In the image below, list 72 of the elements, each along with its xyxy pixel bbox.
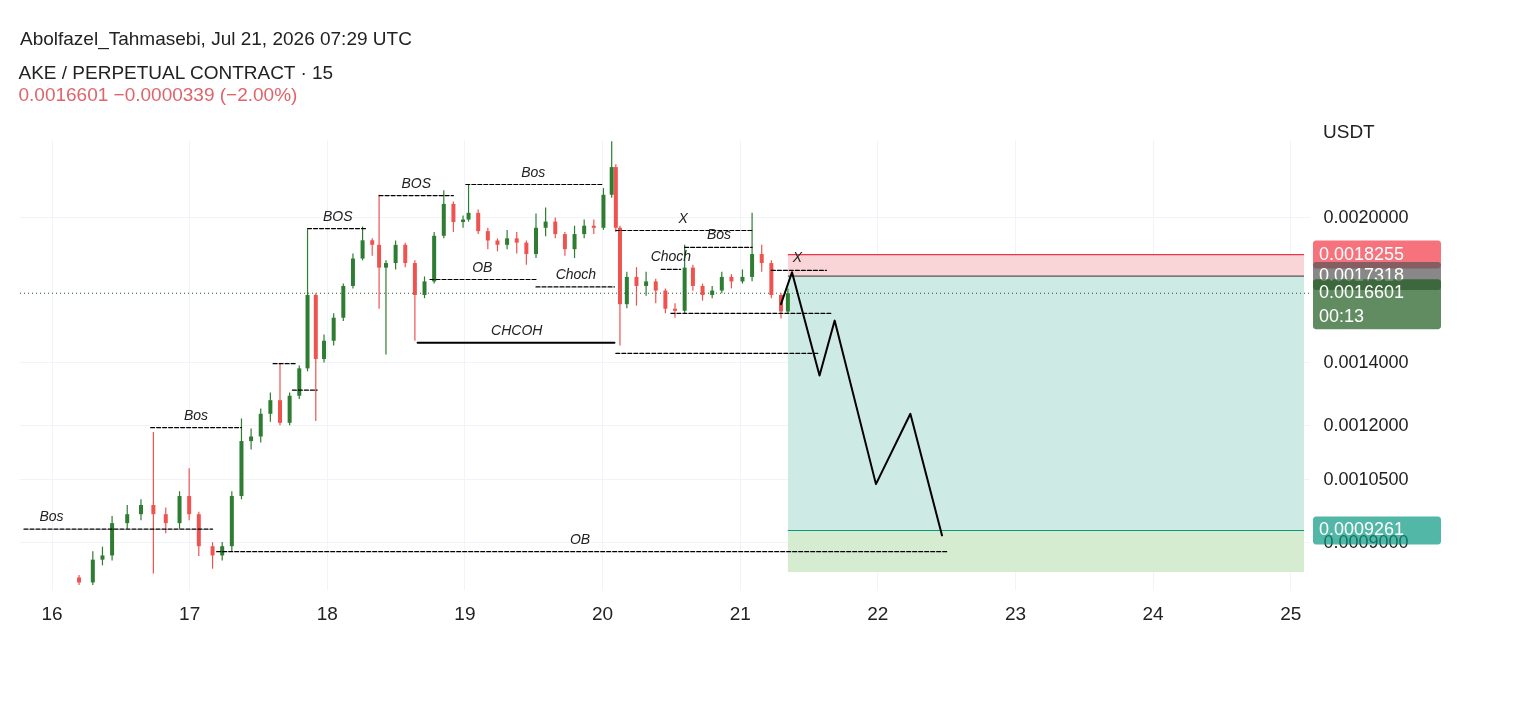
annotation: CHCOH: [491, 321, 544, 338]
candlestick: [360, 225, 365, 261]
candlestick: [759, 244, 764, 273]
candlestick: [422, 275, 427, 299]
x-tick-label: 19: [454, 602, 476, 624]
candlestick: [210, 541, 215, 570]
candlestick: [673, 302, 678, 319]
x-tick-label: 16: [41, 602, 63, 624]
candlestick: [403, 242, 408, 268]
annotation: OB: [569, 530, 591, 547]
candlestick: [268, 392, 273, 423]
candlestick: [543, 206, 548, 237]
candlestick: [322, 333, 327, 364]
y-axis-title: USDT: [1323, 121, 1376, 142]
candlestick: [331, 312, 336, 347]
candlestick: [663, 287, 668, 314]
x-tick-label: 23: [1004, 602, 1027, 624]
candlestick: [383, 259, 388, 356]
candlestick: [466, 183, 471, 223]
candlestick: [505, 229, 510, 250]
y-tick-label: 0.0010500: [1323, 468, 1409, 489]
candlestick: [485, 227, 490, 250]
annotation: BOS: [401, 174, 432, 191]
candlestick: [562, 231, 567, 257]
y-tick-label: 0.0020000: [1323, 206, 1409, 227]
candlestick: [582, 218, 587, 239]
x-tick-label: 20: [591, 602, 614, 624]
annotation: Choch: [555, 265, 597, 282]
x-tick-label: 22: [867, 602, 889, 624]
candlestick: [634, 266, 639, 307]
annotation: OB: [472, 258, 493, 275]
annotation: Bos: [39, 508, 64, 525]
text: Abolfazel_Tahmasebi, Jul 21, 2026 07:29 UTC: [19, 27, 413, 52]
candlestick: [138, 498, 143, 521]
annotation: BOS: [323, 207, 354, 224]
candlestick: [719, 271, 724, 294]
x-tick-label: 18: [316, 602, 338, 624]
candlestick: [258, 407, 263, 444]
chart-title: AKE / PERPETUAL CONTRACT · 15: [18, 62, 334, 83]
candlestick: [278, 363, 282, 426]
candlestick: [750, 212, 755, 282]
annotation: Bos: [706, 226, 732, 243]
candlestick: [100, 546, 105, 566]
y-tick-label: 0.0014000: [1323, 352, 1409, 372]
y-tick-label: 0.0012000: [1323, 414, 1409, 435]
candlestick: [653, 278, 658, 304]
annotation: Bos: [521, 163, 546, 180]
candlestick: [524, 239, 529, 266]
candlestick: [249, 427, 254, 451]
candlestick: [187, 467, 192, 521]
x-tick-label: 25: [1280, 602, 1302, 624]
candlestick: [151, 431, 156, 575]
candlestick: [476, 208, 481, 235]
annotation: X: [677, 209, 689, 226]
candlestick: [572, 225, 577, 259]
candlestick: [514, 231, 519, 255]
chart-subtitle: 0.0016601 −0.0000339 (−2.00%): [18, 84, 298, 105]
candlestick: [553, 216, 558, 239]
x-tick-label: 17: [179, 602, 201, 624]
candlestick: [690, 264, 695, 292]
candlestick: [90, 550, 95, 586]
candlestick: [393, 239, 398, 271]
candlestick: [785, 287, 790, 314]
ref-line-label: 0.0018255: [1319, 243, 1405, 264]
candlestick: [125, 504, 130, 530]
candlestick: [163, 506, 168, 534]
x-tick-label: 24: [1142, 602, 1165, 624]
annotation: Bos: [183, 406, 209, 423]
candlestick: [451, 200, 456, 233]
candlestick: [644, 271, 649, 297]
x-tick-label: 21: [729, 602, 751, 624]
candlestick: [377, 194, 382, 310]
